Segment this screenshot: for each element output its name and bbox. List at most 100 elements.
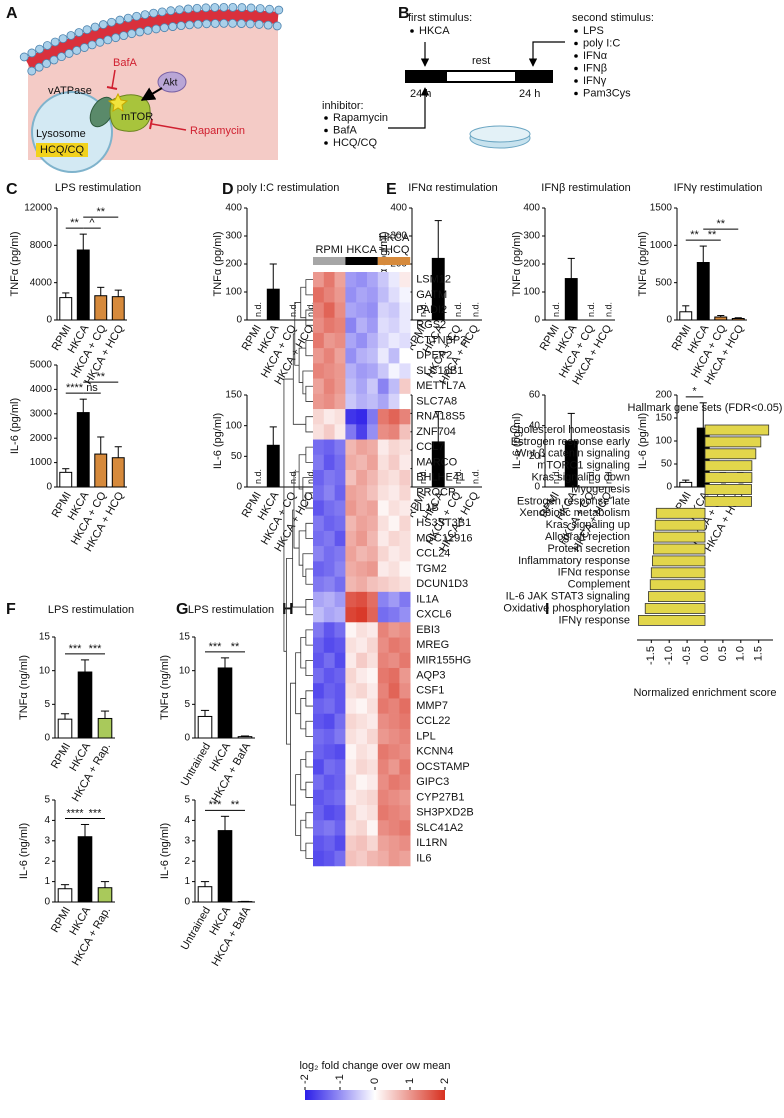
row-label: LPL xyxy=(416,730,436,742)
heatmap-cell xyxy=(367,607,379,623)
y-tick-label: 100 xyxy=(655,436,672,447)
significance-label: ** xyxy=(70,217,79,229)
heatmap-cell xyxy=(334,500,346,516)
heatmap-cell xyxy=(377,302,389,318)
heatmap-cell xyxy=(399,576,411,593)
heatmap-cell xyxy=(377,667,389,684)
bar xyxy=(696,262,710,321)
y-tick-label: Myogenesis xyxy=(571,483,630,495)
list-item: HKCA xyxy=(419,25,450,37)
colorbar-tick-label: -2 xyxy=(299,1074,311,1084)
lipid xyxy=(50,37,60,47)
heatmap-cell xyxy=(388,363,400,379)
group-label: HKCA xyxy=(346,244,377,256)
significance-label: ** xyxy=(716,218,725,230)
heatmap-cell xyxy=(377,591,389,608)
row-label: CXCL6 xyxy=(416,609,451,621)
rest-block xyxy=(447,72,515,81)
error-bar xyxy=(269,426,277,446)
panel-label: F xyxy=(6,601,16,618)
dendrogram xyxy=(300,819,306,852)
heatmap-cell xyxy=(323,789,335,806)
heatmap-cell xyxy=(367,530,379,547)
heatmap-cell xyxy=(356,637,368,654)
heatmap-cell xyxy=(323,546,335,562)
bullet xyxy=(324,141,328,145)
y-tick-label: 2 xyxy=(184,856,190,867)
y-tick-label: 0 xyxy=(44,897,50,908)
heatmap-cell xyxy=(356,607,368,623)
lipid xyxy=(149,8,158,18)
heatmap-cell xyxy=(388,454,400,471)
lipid xyxy=(111,33,121,43)
bullet xyxy=(574,91,578,96)
heatmap-cell xyxy=(399,393,411,410)
heatmap-cell xyxy=(367,439,379,456)
y-tick-label: 0 xyxy=(666,315,672,326)
heatmap-cell xyxy=(377,607,389,623)
heatmap-cell xyxy=(313,637,325,654)
heatmap-cell xyxy=(367,835,379,852)
error-bar xyxy=(114,446,122,458)
heatmap-cell xyxy=(377,759,389,775)
row-label: RNA18S5 xyxy=(416,411,465,423)
bar xyxy=(76,412,90,488)
bar xyxy=(679,311,693,321)
heatmap-cell xyxy=(356,698,368,714)
lipid xyxy=(132,11,141,21)
bullet xyxy=(574,66,578,71)
group-label: HKCA xyxy=(379,232,410,244)
heatmap-cell xyxy=(356,515,368,532)
heatmap-cell xyxy=(399,424,411,440)
heatmap-cell xyxy=(377,698,389,714)
heatmap-cell xyxy=(399,363,411,379)
significance-label: ^ xyxy=(89,217,95,229)
heatmap-cell xyxy=(356,713,368,730)
colorbar-tick-label: 1 xyxy=(404,1078,416,1084)
bar xyxy=(714,316,728,321)
heatmap-cell xyxy=(388,820,400,836)
lipid xyxy=(58,34,68,44)
heatmap-cell xyxy=(377,637,389,654)
lipid xyxy=(66,31,76,40)
heatmap-cell xyxy=(388,607,400,623)
heatmap-cell xyxy=(323,393,335,410)
heatmap-cell xyxy=(356,789,368,806)
protocol-diagram: first stimulus: rest 24 h 24 h inhibitor… xyxy=(322,12,654,149)
heatmap-cell xyxy=(313,454,325,471)
list-item: Pam3Cys xyxy=(583,87,631,99)
heatmap-cell xyxy=(388,698,400,714)
inhibit-line xyxy=(151,123,187,131)
heatmap-cell xyxy=(388,774,400,791)
heatmap-cell xyxy=(388,409,400,425)
heatmap-cell xyxy=(388,561,400,577)
colorbar-tick-label: -1 xyxy=(334,1074,346,1084)
heatmap-cell xyxy=(388,637,400,654)
error-bar xyxy=(79,233,87,250)
heatmap-cell xyxy=(399,820,411,836)
heatmap-cell xyxy=(313,698,325,714)
heatmap-cell xyxy=(377,652,389,669)
heatmap-cell xyxy=(377,713,389,730)
dendrogram xyxy=(305,690,313,707)
heatmap-cell xyxy=(345,835,357,852)
row-label: CYP27B1 xyxy=(416,791,464,803)
bar xyxy=(111,296,125,321)
heatmap-cell xyxy=(367,591,379,608)
inhibit-line xyxy=(111,69,116,89)
significance-label: *** xyxy=(209,799,223,811)
heatmap-cell xyxy=(367,744,379,760)
heatmap-cell xyxy=(323,317,335,334)
heatmap-cell xyxy=(367,469,379,486)
significance-label: ** xyxy=(231,799,240,811)
lipid xyxy=(246,3,256,13)
heatmap-cell xyxy=(388,759,400,775)
heatmap-cell xyxy=(345,317,357,334)
heatmap-cell xyxy=(334,363,346,379)
significance-label: *** xyxy=(69,643,83,655)
y-tick-label: 2 xyxy=(44,856,50,867)
heatmap-cell xyxy=(356,652,368,669)
heatmap-cell xyxy=(345,348,357,364)
row-label: KCNN4 xyxy=(416,746,453,758)
inhibit-bar xyxy=(149,118,153,130)
